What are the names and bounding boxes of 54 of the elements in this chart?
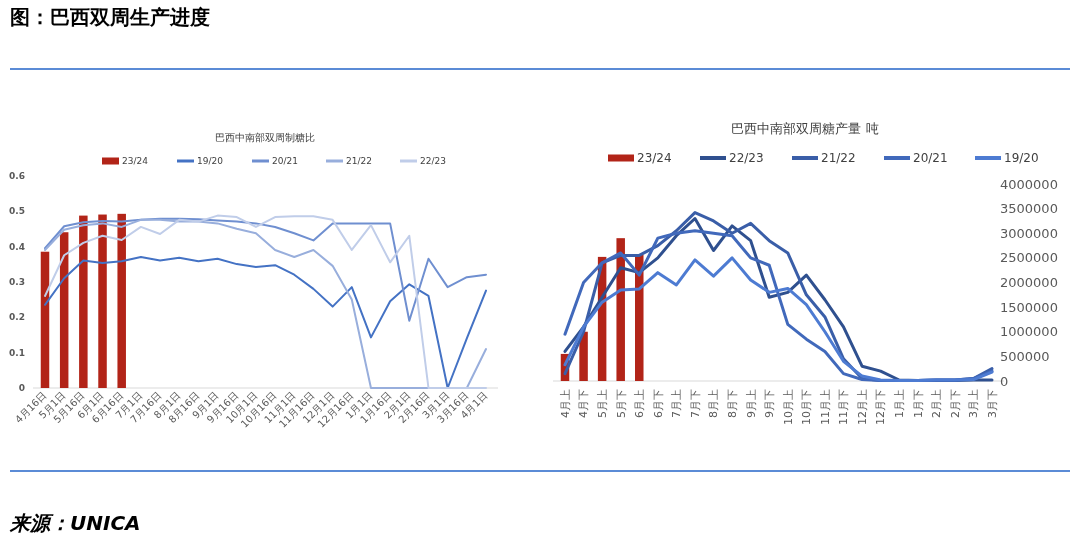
x-tick-label: 2月下 <box>948 389 962 418</box>
y2-tick-label: 2500000 <box>1000 250 1058 266</box>
x-tick-label: 3月下 <box>985 389 999 418</box>
x-tick-label: 9月上 <box>744 389 758 418</box>
x-tick-label: 6月上 <box>633 389 647 418</box>
x-tick-label: 10月上 <box>781 389 795 425</box>
y2-tick-label: 3000000 <box>1000 225 1058 241</box>
x-tick-label: 11月下 <box>837 389 851 425</box>
y2-tick-label: 0 <box>1000 373 1009 389</box>
legend-label: 20/21 <box>272 156 298 167</box>
x-tick-label: 3月上 <box>967 389 981 418</box>
y-tick-label: 0.6 <box>9 170 25 181</box>
y-tick-label: 0 <box>18 383 25 394</box>
chart-title: 巴西中南部双周糖产量 吨 <box>731 121 879 136</box>
x-tick-label: 5月上 <box>595 389 609 418</box>
legend-label: 20/21 <box>913 151 948 166</box>
y-tick-label: 0.5 <box>9 206 25 217</box>
y-tick-label: 0.2 <box>9 312 25 323</box>
chart-title: 巴西中南部双周制糖比 <box>215 132 315 143</box>
x-tick-label: 6月下 <box>651 389 665 418</box>
text: 图：巴西双周生产进度 <box>10 5 210 29</box>
x-tick-label: 4月下 <box>577 389 591 418</box>
x-tick-label: 1月上 <box>893 389 907 418</box>
y2-tick-label: 500000 <box>1000 348 1050 364</box>
legend-label: 23/24 <box>637 151 672 166</box>
x-tick-label: 1月下 <box>911 389 925 418</box>
legend-label: 22/23 <box>729 151 764 166</box>
x-tick-label: 10月下 <box>800 389 814 425</box>
y2-tick-label: 1000000 <box>1000 324 1058 340</box>
legend-label: 19/20 <box>1004 151 1039 166</box>
x-tick-label: 2月上 <box>930 389 944 418</box>
x-tick-label: 4月上 <box>558 389 572 418</box>
legend-label: 22/23 <box>420 156 446 167</box>
legend-label: 21/22 <box>821 151 856 166</box>
legend-label: 21/22 <box>346 156 372 167</box>
y2-tick-label: 2000000 <box>1000 275 1058 291</box>
x-tick-label: 8月上 <box>707 389 721 418</box>
x-tick-label: 11月上 <box>818 389 832 425</box>
y-tick-label: 0.1 <box>9 347 25 358</box>
y2-tick-label: 4000000 <box>1000 176 1058 192</box>
legend-label: 23/24 <box>122 156 149 167</box>
y-tick-label: 0.3 <box>9 276 25 287</box>
x-tick-label: 8月下 <box>725 389 739 418</box>
x-tick-label: 5月下 <box>614 389 628 418</box>
source-note: 来源：UNICA <box>9 511 141 535</box>
x-tick-label: 7月下 <box>688 389 702 418</box>
y2-tick-label: 1500000 <box>1000 299 1058 315</box>
legend-label: 19/20 <box>197 156 224 167</box>
x-tick-label: 9月下 <box>763 389 777 418</box>
x-tick-label: 12月上 <box>855 389 869 425</box>
y-tick-label: 0.4 <box>9 241 25 252</box>
y2-tick-label: 3500000 <box>1000 201 1058 217</box>
x-tick-label: 7月上 <box>670 389 684 418</box>
x-tick-label: 12月下 <box>874 389 888 425</box>
